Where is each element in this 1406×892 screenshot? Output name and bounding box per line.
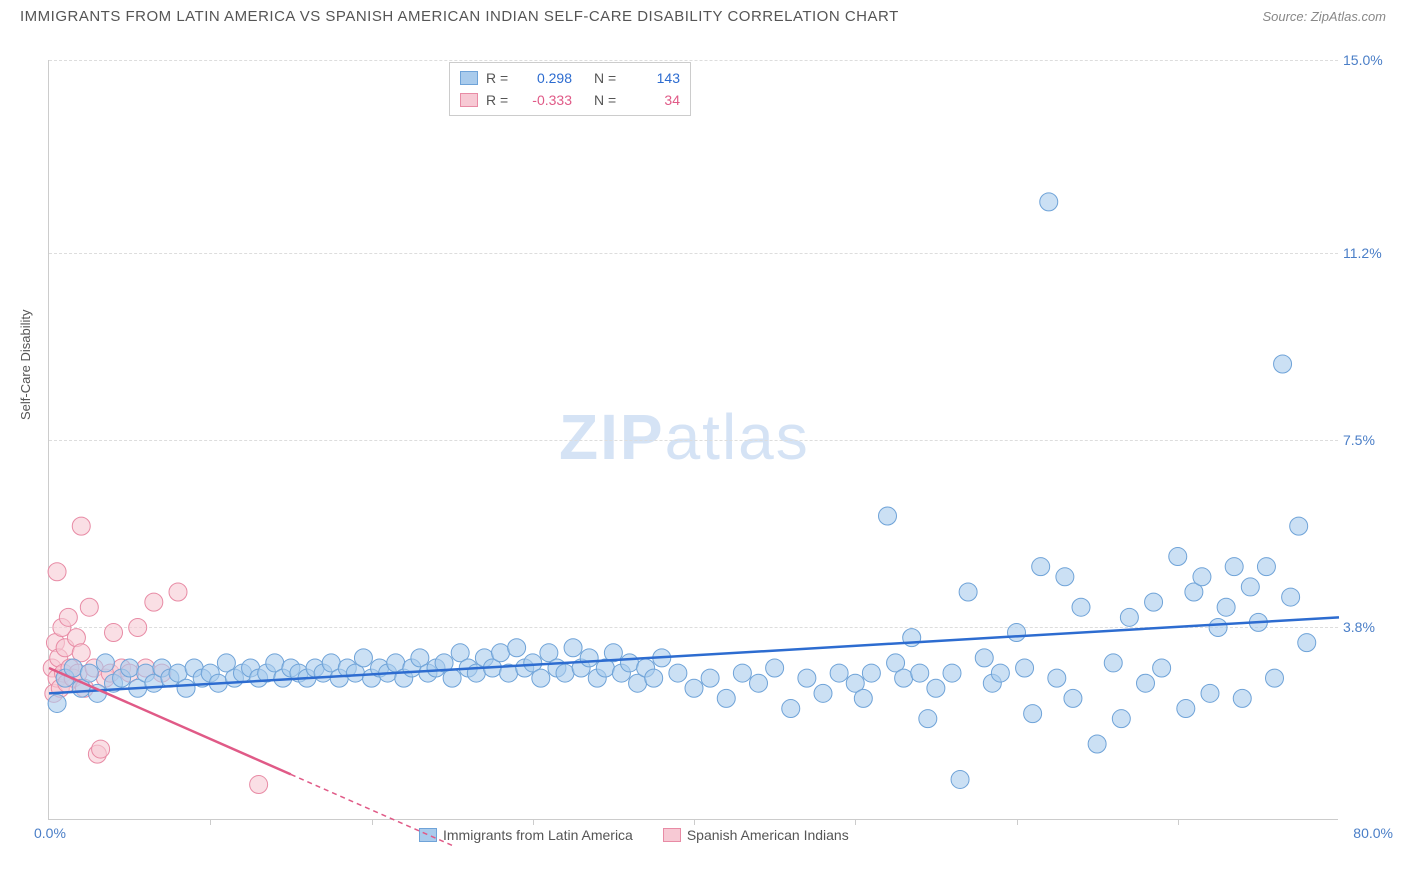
chart-plot-area: ZIPatlas 3.8%7.5%11.2%15.0% 0.0% 80.0% R…: [48, 60, 1338, 820]
x-axis-max-label: 80.0%: [1353, 825, 1393, 841]
scatter-svg: [49, 60, 1338, 819]
source-label: Source: ZipAtlas.com: [1262, 9, 1386, 24]
legend-swatch-bottom-series2: [663, 828, 681, 842]
legend-label-series2: Spanish American Indians: [687, 827, 849, 843]
chart-title: IMMIGRANTS FROM LATIN AMERICA VS SPANISH…: [20, 8, 899, 25]
legend-item-series1: Immigrants from Latin America: [419, 827, 633, 843]
legend-label-series1: Immigrants from Latin America: [443, 827, 633, 843]
legend-item-series2: Spanish American Indians: [663, 827, 849, 843]
title-bar: IMMIGRANTS FROM LATIN AMERICA VS SPANISH…: [0, 0, 1406, 29]
y-axis-label: Self-Care Disability: [18, 309, 33, 420]
series-legend: Immigrants from Latin America Spanish Am…: [419, 827, 849, 843]
x-axis-min-label: 0.0%: [34, 825, 66, 841]
legend-swatch-bottom-series1: [419, 828, 437, 842]
